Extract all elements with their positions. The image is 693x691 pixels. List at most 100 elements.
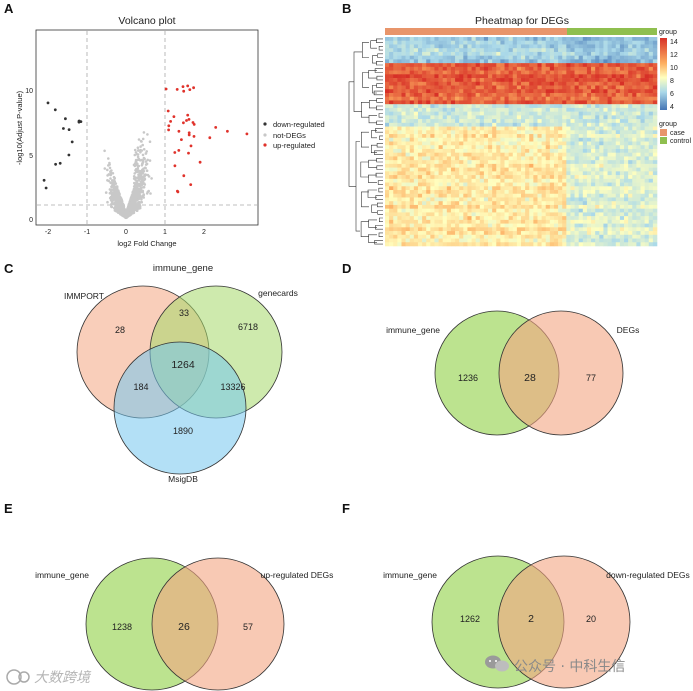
heatmap-cell: [545, 175, 551, 180]
heatmap-cell: [537, 137, 542, 142]
heatmap-cell: [615, 115, 621, 120]
heatmap-cell: [413, 227, 419, 232]
volcano-point: [140, 140, 143, 143]
heatmap-cell: [582, 227, 588, 232]
heatmap-cell: [467, 74, 472, 79]
volcano-point: [70, 140, 74, 144]
heatmap-cell: [644, 96, 650, 101]
heatmap-cell: [475, 37, 481, 42]
heatmap-cell: [628, 190, 633, 195]
heatmap-cell: [578, 85, 584, 90]
heatmap-cell: [574, 115, 579, 120]
heatmap-cell: [640, 100, 645, 105]
heatmap-cell: [562, 115, 567, 120]
heatmap-cell: [636, 223, 641, 228]
heatmap-cell: [450, 231, 456, 236]
heatmap-cell: [463, 197, 468, 202]
heatmap-cell: [624, 48, 629, 53]
heatmap-cell: [533, 223, 538, 228]
heatmap-cell: [586, 175, 592, 180]
heatmap-cell: [648, 63, 654, 68]
heatmap-cell: [525, 100, 530, 105]
heatmap-cell: [566, 204, 571, 209]
heatmap-cell: [607, 160, 612, 165]
heatmap-cell: [603, 66, 608, 71]
heatmap-cell: [636, 175, 641, 180]
heatmap-cell: [652, 178, 658, 183]
heatmap-cell: [607, 92, 612, 98]
heatmap-cell: [422, 163, 427, 168]
heatmap-cell: [607, 126, 612, 131]
heatmap-cell: [405, 145, 411, 150]
volcano-point: [129, 197, 133, 200]
volcano-point: [146, 133, 149, 136]
heatmap-cell: [615, 212, 621, 217]
heatmap-cell: [624, 122, 629, 127]
heatmap-cell: [479, 104, 485, 109]
heatmap-cell: [442, 208, 448, 213]
heatmap-cell: [558, 37, 563, 42]
heatmap-cell: [549, 126, 555, 131]
volcano-y-label: -log10(Adjust P-value): [15, 90, 24, 165]
heatmap-cell: [430, 115, 435, 120]
heatmap-cell: [603, 178, 608, 183]
heatmap-cell: [455, 81, 460, 86]
heatmap-cell: [640, 119, 645, 124]
heatmap-cell: [393, 126, 398, 131]
heatmap-cell: [438, 171, 443, 176]
heatmap-cell: [624, 115, 629, 120]
heatmap-cell: [549, 48, 555, 53]
heatmap-cell: [644, 134, 650, 139]
heatmap-cell: [640, 204, 645, 209]
heatmap-cell: [533, 178, 538, 183]
heatmap-cell: [467, 66, 472, 71]
heatmap-cell: [504, 92, 509, 98]
heatmap-cell: [628, 63, 633, 68]
heatmap-cell: [422, 48, 427, 53]
heatmap-cell: [455, 119, 460, 124]
heatmap-cell: [409, 37, 415, 42]
heatmap-cell: [409, 178, 415, 183]
heatmap-cell: [496, 197, 501, 202]
heatmap-cell: [537, 182, 542, 187]
heatmap-cell: [566, 193, 571, 198]
heatmap-cell: [644, 37, 650, 42]
heatmap-cell: [533, 163, 538, 168]
heatmap-cell: [475, 104, 481, 109]
heatmap-cell: [463, 171, 468, 176]
heatmap-cell: [393, 63, 398, 68]
heatmap-cell: [455, 85, 460, 90]
heatmap-cell: [615, 182, 621, 187]
heatmap-cell: [640, 190, 645, 195]
heatmap-cell: [488, 119, 493, 124]
heatmap-cell: [422, 212, 427, 217]
heatmap-cell: [475, 126, 481, 131]
heatmap-cell: [607, 130, 612, 135]
heatmap-cell: [475, 96, 481, 101]
heatmap-cell: [512, 145, 518, 150]
heatmap-cell: [570, 141, 575, 146]
volcano-point: [108, 166, 112, 170]
volcano-legend: down-regulated not-DEGs up-regulated: [263, 120, 325, 150]
heatmap-cell: [619, 190, 625, 195]
heatmap-cell: [648, 119, 654, 124]
heatmap-cell: [508, 208, 514, 213]
heatmap-cell: [578, 115, 584, 120]
heatmap-cell: [463, 160, 468, 165]
heatmap-cell: [475, 182, 481, 187]
heatmap-cell: [558, 119, 563, 124]
heatmap-cell: [459, 92, 464, 98]
heatmap-cell: [463, 40, 468, 45]
heatmap-cell: [483, 44, 489, 49]
heatmap-cell: [562, 70, 567, 75]
heatmap-cell: [467, 115, 472, 120]
heatmap-cell: [549, 111, 555, 116]
heatmap-cell: [521, 148, 526, 153]
heatmap-cell: [582, 204, 588, 209]
heatmap-cell: [615, 223, 621, 228]
heatmap-cell: [541, 119, 547, 124]
heatmap-cell: [537, 216, 542, 221]
heatmap-cell: [409, 204, 415, 209]
heatmap-cell: [512, 89, 518, 94]
heatmap-cell: [562, 193, 567, 198]
